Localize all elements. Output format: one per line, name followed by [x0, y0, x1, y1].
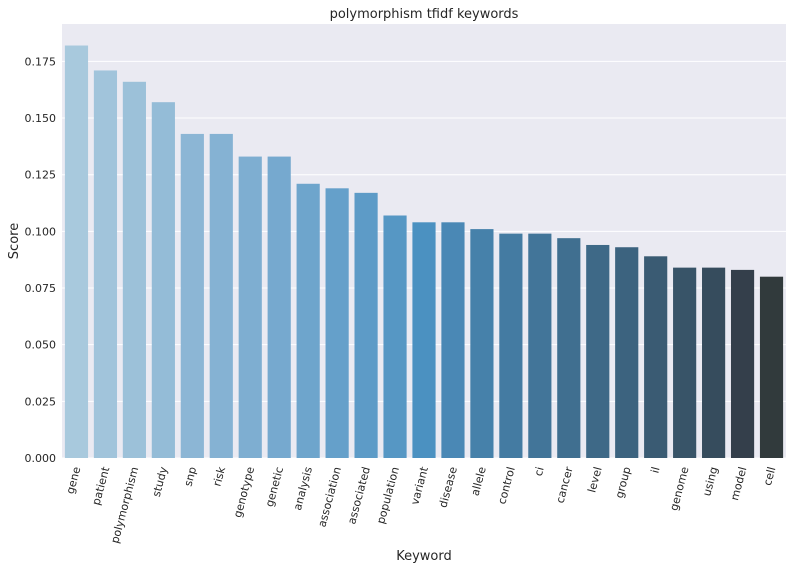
bar-genome	[673, 267, 697, 458]
y-axis-title: Score	[7, 223, 22, 259]
x-tick-label: genetic	[263, 465, 286, 508]
bar-model	[730, 269, 755, 458]
x-tick-label: control	[495, 465, 517, 505]
bar-ci	[528, 233, 552, 458]
y-tick-label: 0.000	[25, 452, 57, 465]
x-tick-label: level	[585, 465, 604, 494]
bar-variant	[412, 222, 436, 458]
bar-genetic	[267, 156, 291, 458]
bar-cell	[759, 276, 784, 458]
bar-study	[151, 102, 175, 458]
x-tick-label: gene	[64, 465, 84, 495]
bar-analysis	[296, 183, 320, 458]
x-tick-label: il	[648, 465, 662, 474]
x-tick-label: study	[150, 465, 171, 498]
x-tick-label: genome	[667, 465, 691, 512]
bar-level	[586, 244, 610, 458]
y-tick-label: 0.175	[25, 55, 57, 68]
x-tick-label: group	[613, 465, 634, 499]
bar-gene	[64, 45, 89, 458]
x-tick-label: model	[728, 465, 749, 501]
x-tick-label: patient	[90, 465, 113, 507]
y-tick-label: 0.025	[25, 395, 57, 408]
x-tick-label: analysis	[291, 465, 315, 512]
bar-genotype	[238, 156, 262, 458]
chart-title: polymorphism tfidf keywords	[330, 7, 519, 22]
bar-polymorphism	[122, 81, 146, 458]
bar-disease	[441, 222, 465, 458]
bar-associated	[354, 192, 378, 458]
x-tick-label: associated	[345, 465, 373, 525]
y-tick-label: 0.100	[25, 225, 57, 238]
bar-group	[615, 247, 639, 458]
x-tick-label: polymorphism	[108, 465, 141, 544]
y-tick-label: 0.125	[25, 169, 57, 182]
bar-association	[325, 188, 349, 458]
x-tick-label: snp	[182, 465, 200, 487]
bar-cancer	[557, 238, 581, 458]
bar-patient	[93, 70, 118, 458]
x-tick-label: cell	[761, 465, 778, 487]
x-tick-label: association	[315, 465, 344, 528]
bar-population	[383, 215, 407, 458]
x-axis-title: Keyword	[396, 549, 452, 564]
x-tick-label: disease	[436, 465, 459, 509]
y-tick-labels: 0.000 0.025 0.050 0.075 0.100 0.125 0.150 0.175	[25, 55, 57, 465]
x-tick-label: using	[700, 465, 720, 497]
x-tick-label: cancer	[554, 465, 576, 505]
bar-il	[644, 256, 668, 458]
x-tick-label: genotype	[231, 465, 257, 519]
x-tick-label: allele	[469, 465, 489, 497]
bar-risk	[209, 133, 233, 458]
y-tick-label: 0.075	[25, 282, 57, 295]
x-tick-label: population	[374, 465, 402, 525]
x-tick-label: variant	[408, 465, 431, 507]
x-tick-label: risk	[211, 465, 229, 488]
bar-snp	[180, 133, 204, 458]
y-tick-label: 0.150	[25, 112, 57, 125]
bar-control	[499, 233, 523, 458]
bar-using	[702, 267, 726, 458]
bar-allele	[470, 229, 494, 458]
bars	[64, 45, 784, 458]
y-tick-label: 0.050	[25, 339, 57, 352]
x-tick-label: ci	[532, 465, 547, 477]
